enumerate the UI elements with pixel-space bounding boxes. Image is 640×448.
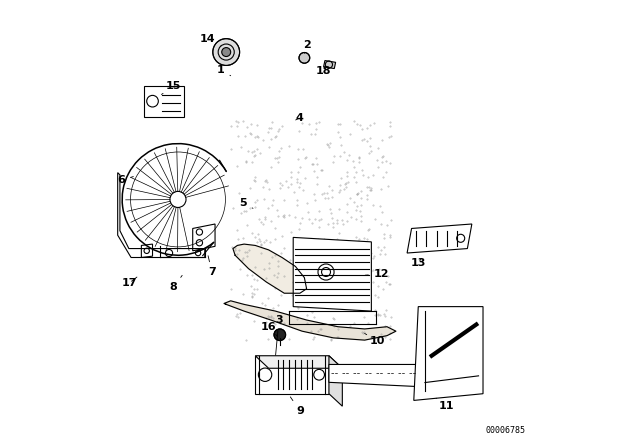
Text: 9: 9 <box>291 397 304 416</box>
Polygon shape <box>255 356 342 368</box>
Polygon shape <box>329 365 423 387</box>
Polygon shape <box>255 356 329 394</box>
Circle shape <box>299 52 310 63</box>
Polygon shape <box>414 306 483 401</box>
Polygon shape <box>407 224 472 253</box>
Text: 17: 17 <box>122 277 137 288</box>
Text: 12: 12 <box>365 269 389 279</box>
Circle shape <box>274 329 285 340</box>
Text: 13: 13 <box>411 258 426 268</box>
Text: 10: 10 <box>365 333 385 346</box>
Text: 15: 15 <box>161 82 181 95</box>
Circle shape <box>318 264 334 280</box>
Circle shape <box>221 47 230 56</box>
Text: 3: 3 <box>275 315 283 355</box>
Text: 1: 1 <box>217 65 230 76</box>
Text: 18: 18 <box>316 66 332 76</box>
Text: 7: 7 <box>208 256 216 277</box>
Text: 14: 14 <box>200 34 221 46</box>
Text: 8: 8 <box>170 276 182 293</box>
Polygon shape <box>233 244 307 293</box>
Text: 2: 2 <box>303 40 312 53</box>
Polygon shape <box>224 301 396 340</box>
Polygon shape <box>324 60 335 69</box>
Polygon shape <box>329 356 342 406</box>
Text: 00006785: 00006785 <box>485 426 525 435</box>
Text: 5: 5 <box>239 198 253 208</box>
Bar <box>143 86 184 117</box>
Text: 11: 11 <box>436 398 454 411</box>
Circle shape <box>213 39 239 65</box>
Text: 6: 6 <box>117 175 133 185</box>
Text: 16: 16 <box>261 322 278 336</box>
Polygon shape <box>293 237 371 311</box>
Text: 4: 4 <box>296 113 304 123</box>
